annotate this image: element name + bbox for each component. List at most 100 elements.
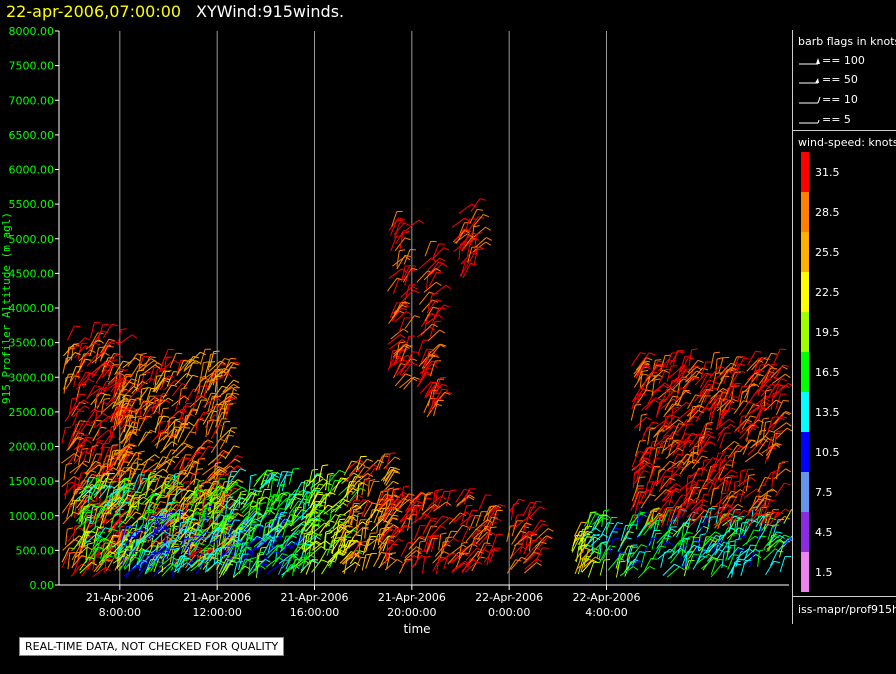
wind-barb <box>265 556 285 568</box>
wind-barb <box>483 516 498 532</box>
wind-barb <box>173 528 190 543</box>
wind-barb <box>200 532 217 546</box>
wind-barb <box>744 372 761 386</box>
wind-barb <box>700 493 710 511</box>
wind-barb <box>223 367 237 383</box>
wind-barb <box>124 511 142 525</box>
wind-barb <box>681 440 692 457</box>
wind-barb <box>94 410 103 428</box>
wind-barb <box>378 453 391 470</box>
wind-barb <box>724 474 734 492</box>
wind-barb <box>195 560 211 575</box>
wind-barb <box>393 222 410 236</box>
wind-barb <box>424 350 435 368</box>
wind-barb <box>419 506 435 521</box>
wind-barb <box>715 413 727 431</box>
wind-barb <box>125 564 141 579</box>
x-tick-time: 0:00:00 <box>488 606 530 619</box>
wind-barb <box>384 559 403 571</box>
wind-barb <box>127 457 143 472</box>
wind-barb <box>735 357 750 373</box>
y-ticks: 0.00 500.00 1000.00 1500.00 2000.00 2500.00 30… <box>9 25 59 592</box>
wind-barb <box>676 419 693 433</box>
color-swatch <box>801 312 809 352</box>
wind-barb <box>266 524 285 535</box>
wind-barb <box>178 510 187 529</box>
wind-barb <box>432 247 450 260</box>
wind-barb <box>386 538 404 551</box>
wind-barb <box>474 232 483 250</box>
wind-barb <box>657 358 675 372</box>
wind-barb <box>210 424 226 439</box>
wind-barb <box>631 551 646 567</box>
wind-barb <box>365 532 377 549</box>
wind-barb <box>649 440 659 458</box>
wind-barb <box>516 522 532 537</box>
wind-barb <box>166 543 179 560</box>
wind-barb <box>683 560 695 577</box>
wind-barb <box>394 237 411 251</box>
wind-barb <box>117 443 135 457</box>
wind-barb <box>61 426 72 444</box>
wind-barb <box>196 439 214 452</box>
wind-barb <box>85 542 94 561</box>
wind-barb <box>420 323 438 336</box>
wind-barb <box>98 494 116 508</box>
wind-barb <box>67 551 76 570</box>
wind-barb <box>78 448 89 465</box>
wind-barb <box>754 497 771 512</box>
wind-barb <box>353 556 367 573</box>
wind-barb <box>346 459 365 471</box>
wind-barb <box>343 460 358 476</box>
y-tick-label: 3500.00 <box>9 337 55 350</box>
wind-barb <box>674 390 692 404</box>
wind-barb <box>424 381 440 397</box>
wind-barb <box>634 440 646 457</box>
wind-barb <box>289 493 303 510</box>
wind-barb <box>679 355 691 372</box>
wind-barb <box>219 481 231 498</box>
wind-barb <box>133 369 144 387</box>
wind-barb <box>696 436 706 454</box>
wind-barb <box>677 389 690 406</box>
wind-barb <box>147 474 163 489</box>
wind-barb <box>710 487 720 505</box>
wind-barb <box>775 393 787 410</box>
wind-barb <box>721 508 738 522</box>
wind-barb <box>419 381 437 394</box>
wind-barb <box>315 482 332 496</box>
wind-barb <box>317 509 326 527</box>
wind-barb <box>248 474 257 492</box>
wind-barb <box>99 341 116 356</box>
wind-barb <box>189 395 208 408</box>
wind-barb <box>730 370 746 386</box>
wind-barb <box>100 542 111 559</box>
wind-barb <box>657 387 676 399</box>
wind-barb <box>671 423 685 439</box>
wind-barb <box>127 353 143 368</box>
y-tick-label: 500.00 <box>16 544 55 557</box>
wind-barb <box>668 379 678 397</box>
wind-barb <box>670 453 684 470</box>
wind-barb <box>638 489 652 506</box>
wind-barb <box>223 362 240 377</box>
wind-barb <box>653 446 663 464</box>
wind-barb <box>187 540 197 558</box>
wind-barb <box>218 527 228 545</box>
wind-barb <box>421 360 438 375</box>
wind-barb <box>205 505 214 523</box>
wind-barb <box>193 468 204 486</box>
wind-barb <box>511 520 523 537</box>
wind-barb <box>163 449 178 465</box>
wind-barb <box>308 468 319 486</box>
wind-barb <box>184 528 203 539</box>
wind-barb <box>383 517 398 533</box>
wind-barb <box>207 485 226 498</box>
wind-barb <box>212 385 228 400</box>
wind-barb <box>365 552 378 569</box>
wind-barb <box>661 438 674 455</box>
wind-barb <box>510 556 527 570</box>
wind-barb <box>620 531 634 547</box>
wind-barb <box>772 373 791 384</box>
wind-barb <box>432 243 445 259</box>
